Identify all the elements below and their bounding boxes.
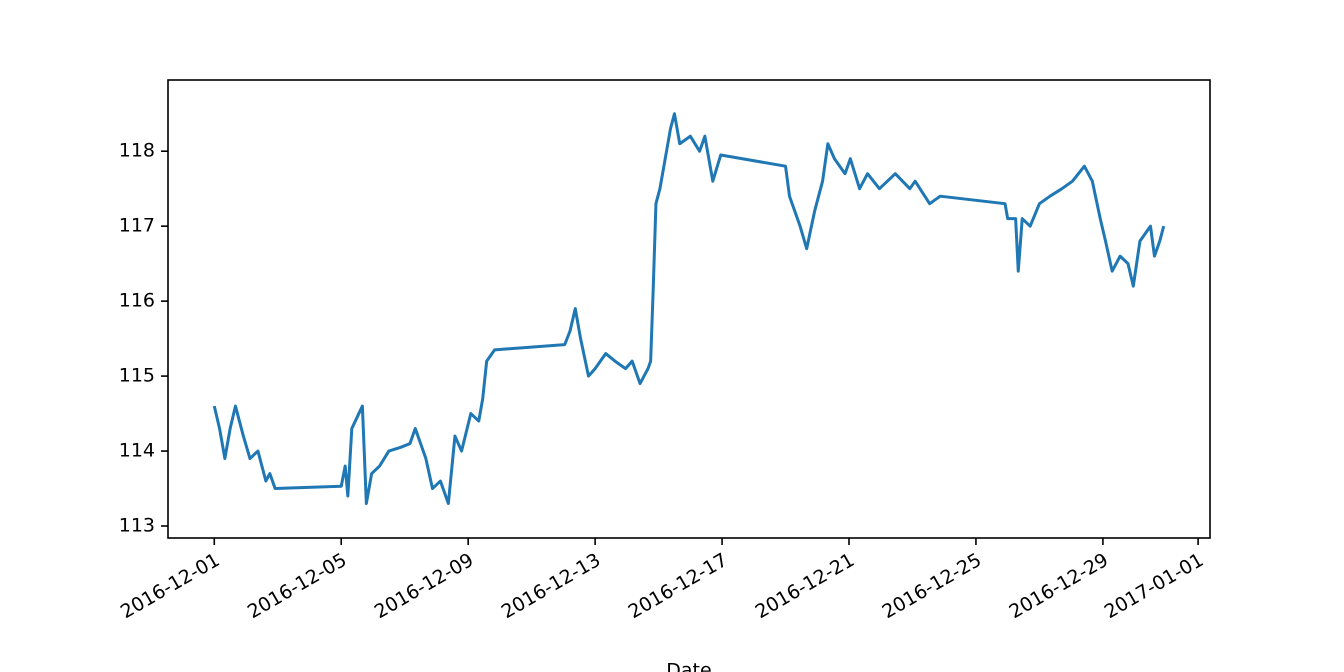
data-line [212, 112, 1166, 506]
y-tick-label: 116 [119, 290, 155, 312]
x-tick-label: 2016-12-09 [371, 549, 478, 623]
x-tick-label: 2016-12-17 [625, 549, 732, 623]
y-tick-label: 114 [119, 440, 155, 462]
x-tick-label: 2017-01-01 [1101, 549, 1208, 623]
x-tick-label: 2016-12-25 [879, 549, 986, 623]
x-tick-label: 2016-12-01 [117, 549, 224, 623]
x-tick-label: 2016-12-21 [752, 549, 859, 623]
y-tick-label: 118 [119, 140, 155, 162]
y-tick-label: 115 [119, 365, 155, 387]
x-axis-label: Date [666, 660, 711, 672]
x-tick-label: 2016-12-05 [244, 549, 351, 623]
x-tick-label: 2016-12-13 [498, 549, 605, 623]
y-tick-label: 113 [119, 515, 155, 537]
x-tick-label: 2016-12-29 [1006, 549, 1113, 623]
y-tick-label: 117 [119, 215, 155, 237]
plot-frame [167, 79, 1211, 539]
